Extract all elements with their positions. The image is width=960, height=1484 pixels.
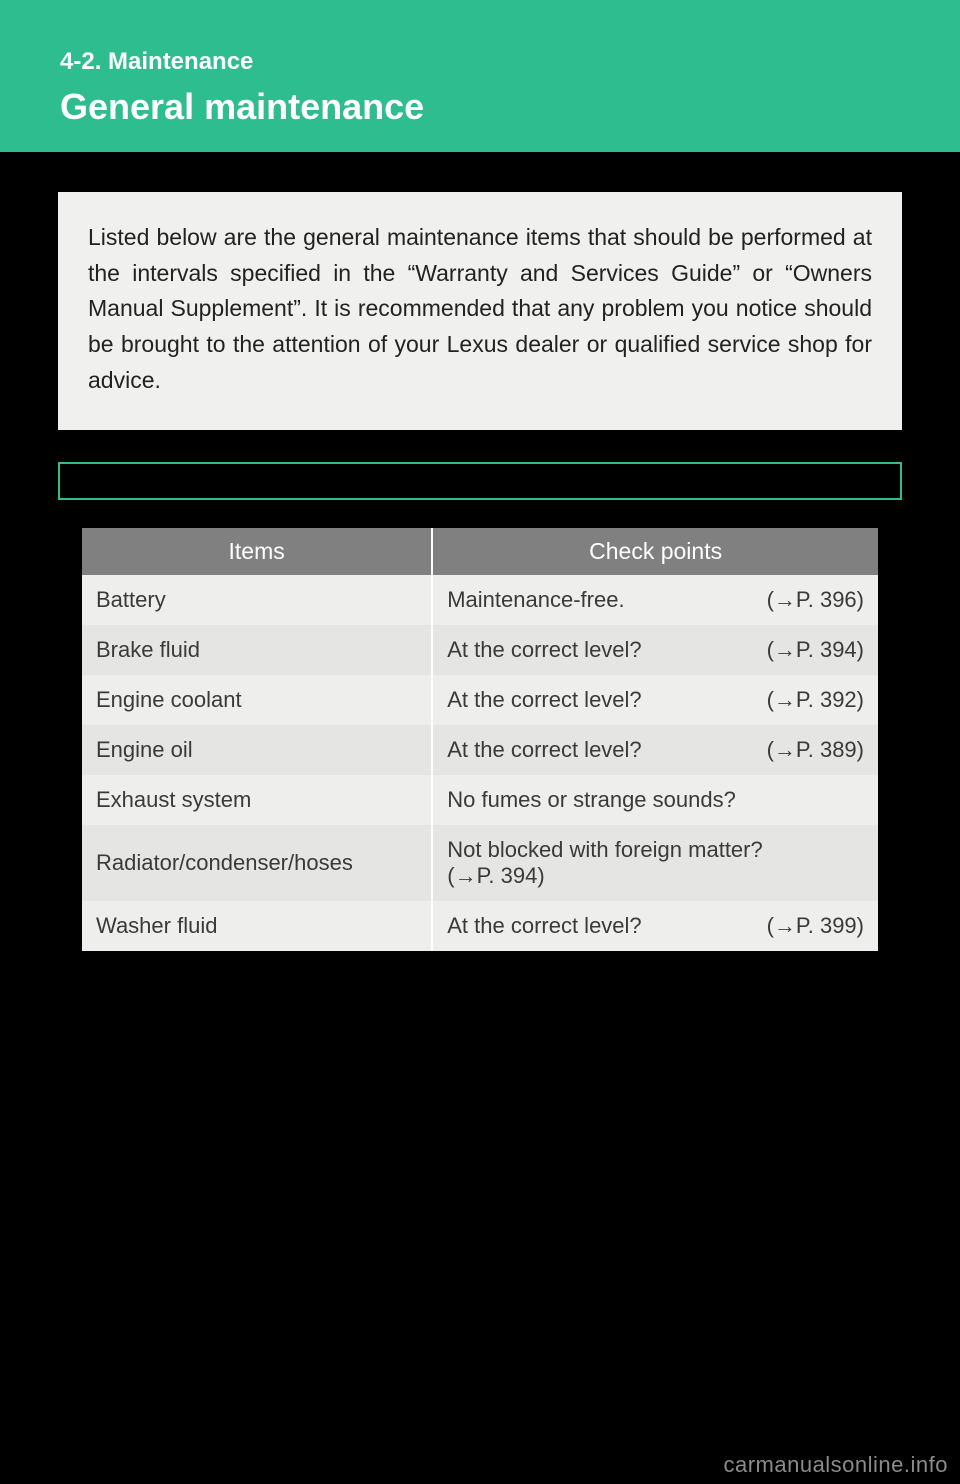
- page-reference: (→P. 399): [767, 913, 864, 939]
- item-cell: Battery: [82, 575, 432, 625]
- check-text: Not blocked with foreign matter?: [447, 837, 864, 863]
- table-row: Engine oil At the correct level? (→P. 389): [82, 725, 878, 775]
- table-body: Battery Maintenance-free. (→P. 396) Brake f…: [82, 575, 878, 951]
- check-text: Maintenance-free.: [447, 587, 758, 613]
- page-header: 4-2. Maintenance General maintenance: [0, 0, 960, 152]
- check-cell: At the correct level? (→P. 394): [432, 625, 878, 675]
- item-cell: Engine oil: [82, 725, 432, 775]
- page-title: General maintenance: [60, 86, 900, 128]
- item-cell: Brake fluid: [82, 625, 432, 675]
- column-header-check: Check points: [432, 528, 878, 575]
- section-number: 4-2. Maintenance: [60, 48, 900, 76]
- table-row: Washer fluid At the correct level? (→P. 39…: [82, 901, 878, 951]
- item-cell: Exhaust system: [82, 775, 432, 825]
- table-row: Battery Maintenance-free. (→P. 396): [82, 575, 878, 625]
- page-reference: (→P. 394): [767, 637, 864, 663]
- item-cell: Engine coolant: [82, 675, 432, 725]
- check-cell: At the correct level? (→P. 399): [432, 901, 878, 951]
- page-reference: (→P. 394): [447, 863, 864, 889]
- table-row: Exhaust systemNo fumes or strange sounds…: [82, 775, 878, 825]
- check-cell: At the correct level? (→P. 389): [432, 725, 878, 775]
- table-row: Brake fluid At the correct level? (→P. 394…: [82, 625, 878, 675]
- table-header-row: Items Check points: [82, 528, 878, 575]
- arrow-right-icon: →: [774, 737, 796, 762]
- check-cell: Not blocked with foreign matter?(→P. 394…: [432, 825, 878, 901]
- arrow-right-icon: →: [455, 863, 477, 888]
- item-cell: Washer fluid: [82, 901, 432, 951]
- check-cell: At the correct level? (→P. 392): [432, 675, 878, 725]
- intro-paragraph: Listed below are the general maintenance…: [58, 192, 902, 430]
- page-reference: (→P. 396): [767, 587, 864, 613]
- arrow-right-icon: →: [774, 687, 796, 712]
- arrow-right-icon: →: [774, 637, 796, 662]
- page-reference: (→P. 392): [767, 687, 864, 713]
- item-cell: Radiator/condenser/hoses: [82, 825, 432, 901]
- arrow-right-icon: →: [774, 913, 796, 938]
- column-header-items: Items: [82, 528, 432, 575]
- arrow-right-icon: →: [774, 587, 796, 612]
- table-row: Engine coolant At the correct level? (→P. …: [82, 675, 878, 725]
- check-text: At the correct level?: [447, 913, 758, 939]
- table-row: Radiator/condenser/hosesNot blocked with…: [82, 825, 878, 901]
- watermark-text: carmanualsonline.info: [723, 1452, 948, 1478]
- maintenance-table: Items Check points BatteryMaintenance-fr…: [82, 528, 878, 951]
- check-cell: No fumes or strange sounds?: [432, 775, 878, 825]
- check-text: At the correct level?: [447, 637, 758, 663]
- check-cell: Maintenance-free. (→P. 396): [432, 575, 878, 625]
- subsection-bar: [58, 462, 902, 500]
- page-reference: (→P. 389): [767, 737, 864, 763]
- check-text: At the correct level?: [447, 687, 758, 713]
- check-text: At the correct level?: [447, 737, 758, 763]
